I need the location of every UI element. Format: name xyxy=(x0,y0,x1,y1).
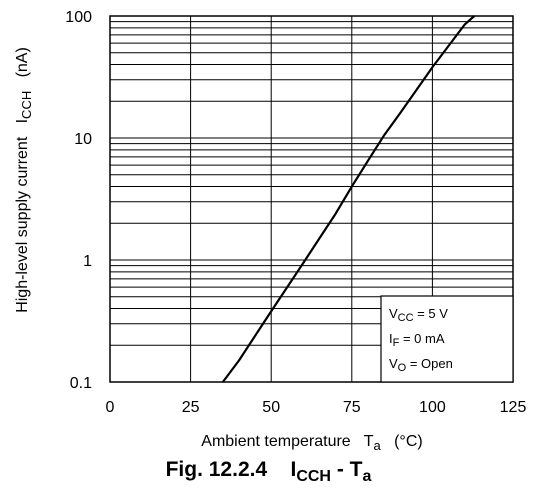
x-tick-label: 25 xyxy=(182,399,200,416)
series-layer xyxy=(221,15,476,383)
conditions-box: VCC = 5 V IF = 0 mA VO = Open xyxy=(380,295,514,383)
y-tick-label: 100 xyxy=(65,9,92,26)
y-tick-label: 10 xyxy=(74,131,92,148)
x-tick-label: 0 xyxy=(106,399,115,416)
x-tick-label: 75 xyxy=(343,399,361,416)
condition-text: IF = 0 mA xyxy=(389,331,445,349)
tick-labels: 0 25 50 75 100 125 0.1 1 10 100 xyxy=(65,9,526,416)
x-tick-label: 100 xyxy=(419,399,446,416)
caption-sub1: CCH xyxy=(296,468,331,486)
y-axis-label: High-level supply current ICCH (nA) xyxy=(14,47,34,313)
frame-layer xyxy=(109,15,514,383)
caption-sub2: a xyxy=(362,468,372,486)
figure-caption: Fig. 12.2.4 ICCH - Ta xyxy=(0,458,537,486)
caption-mid: - T xyxy=(330,458,363,481)
y-tick-label: 0.1 xyxy=(70,375,92,392)
series-line xyxy=(221,15,476,383)
conditions-box-frame xyxy=(380,295,514,383)
caption-prefix: Fig. 12.2.4 I xyxy=(165,458,297,481)
x-axis-label: Ambient temperature Ta (°C) xyxy=(201,433,422,453)
axis-labels: Ambient temperature Ta (°C) High-level su… xyxy=(14,47,423,453)
y-tick-label: 1 xyxy=(83,253,92,270)
x-tick-label: 50 xyxy=(262,399,280,416)
x-tick-label: 125 xyxy=(500,399,527,416)
condition-text: VCC = 5 V xyxy=(389,306,448,324)
condition-text: VO = Open xyxy=(389,356,453,374)
plot-frame xyxy=(109,15,514,383)
